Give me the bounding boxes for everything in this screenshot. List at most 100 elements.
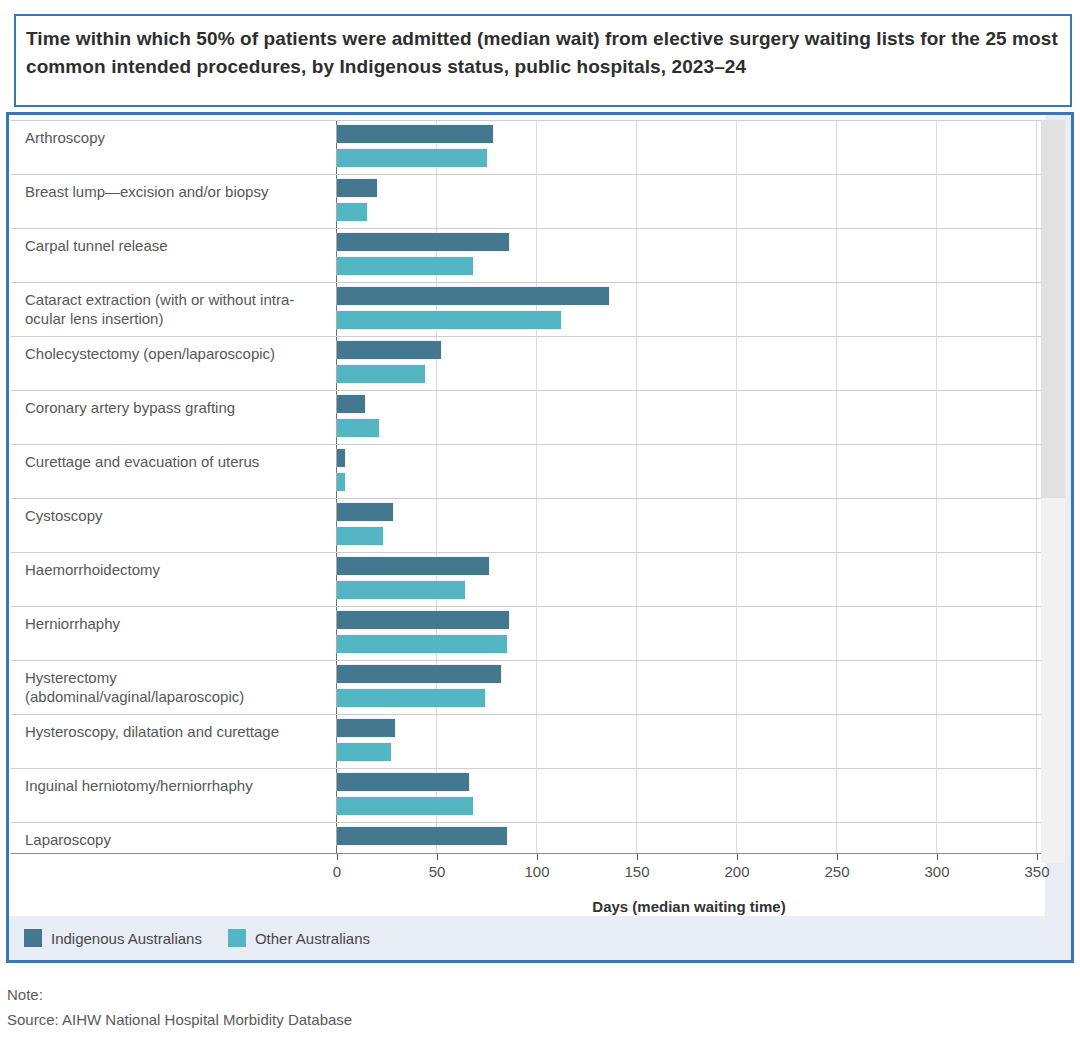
tick-mark (637, 854, 638, 860)
tick-label: 100 (524, 863, 549, 880)
row-bar-area (336, 121, 1041, 174)
legend-item-indigenous: Indigenous Australians (24, 929, 202, 947)
chart-title-box: Time within which 50% of patients were a… (14, 14, 1072, 107)
legend-label: Indigenous Australians (51, 930, 202, 947)
bar-chart-rows: ArthroscopyBreast lump—excision and/or b… (11, 120, 1041, 853)
procedure-row: Cholecystectomy (open/laparoscopic) (11, 336, 1041, 390)
procedure-row: Hysteroscopy, dilatation and curettage (11, 714, 1041, 768)
procedure-row: Cystoscopy (11, 498, 1041, 552)
procedure-label: Laparoscopy (11, 823, 336, 853)
source-text: Source: AIHW National Hospital Morbidity… (7, 1007, 352, 1032)
note-label: Note: (7, 982, 352, 1007)
bar-indigenous[interactable] (337, 557, 489, 575)
bar-indigenous[interactable] (337, 179, 377, 197)
legend-item-other: Other Australians (228, 929, 370, 947)
procedure-row: Coronary artery bypass grafting (11, 390, 1041, 444)
bar-indigenous[interactable] (337, 125, 493, 143)
procedure-row: Hysterectomy (abdominal/vaginal/laparosc… (11, 660, 1041, 714)
bar-indigenous[interactable] (337, 665, 501, 683)
bar-indigenous[interactable] (337, 827, 507, 845)
x-axis-title: Days (median waiting time) (337, 898, 1041, 915)
procedure-label: Carpal tunnel release (11, 229, 336, 282)
chart-footer: Note: Source: AIHW National Hospital Mor… (7, 982, 352, 1032)
bar-indigenous[interactable] (337, 233, 509, 251)
bar-other[interactable] (337, 473, 345, 491)
row-bar-area (336, 175, 1041, 228)
procedure-row: Laparoscopy (11, 822, 1041, 853)
bar-indigenous[interactable] (337, 395, 365, 413)
procedure-label: Cystoscopy (11, 499, 336, 552)
tick-label: 50 (429, 863, 446, 880)
procedure-label: Hysterectomy (abdominal/vaginal/laparosc… (11, 661, 336, 714)
procedure-label: Curettage and evacuation of uterus (11, 445, 336, 498)
scrollbar-thumb[interactable] (1040, 120, 1065, 498)
procedure-row: Herniorrhaphy (11, 606, 1041, 660)
bar-indigenous[interactable] (337, 449, 345, 467)
bar-indigenous[interactable] (337, 773, 469, 791)
row-bar-area (336, 553, 1041, 606)
tick-label: 150 (624, 863, 649, 880)
bar-other[interactable] (337, 365, 425, 383)
bar-indigenous[interactable] (337, 719, 395, 737)
legend-swatch-indigenous-icon (24, 929, 42, 947)
row-bar-area (336, 823, 1041, 853)
procedure-row: Inguinal herniotomy/herniorrhaphy (11, 768, 1041, 822)
vertical-scrollbar[interactable] (1040, 120, 1065, 863)
bar-other[interactable] (337, 689, 485, 707)
procedure-label: Hysteroscopy, dilatation and curettage (11, 715, 336, 768)
row-bar-area (336, 445, 1041, 498)
tick-mark (437, 854, 438, 860)
tick-mark (837, 854, 838, 860)
bar-indigenous[interactable] (337, 341, 441, 359)
tick-label: 0 (333, 863, 341, 880)
row-bar-area (336, 661, 1041, 714)
bar-other[interactable] (337, 257, 473, 275)
row-bar-area (336, 283, 1041, 336)
bar-other[interactable] (337, 203, 367, 221)
tick-label: 350 (1024, 863, 1049, 880)
tick-mark (937, 854, 938, 860)
row-bar-area (336, 391, 1041, 444)
bar-other[interactable] (337, 149, 487, 167)
bar-other[interactable] (337, 419, 379, 437)
procedure-label: Inguinal herniotomy/herniorrhaphy (11, 769, 336, 822)
page-title: Time within which 50% of patients were a… (26, 25, 1058, 81)
row-bar-area (336, 229, 1041, 282)
procedure-label: Breast lump—excision and/or biopsy (11, 175, 336, 228)
row-bar-area (336, 337, 1041, 390)
procedure-label: Haemorrhoidectomy (11, 553, 336, 606)
procedure-label: Arthroscopy (11, 121, 336, 174)
bar-other[interactable] (337, 527, 383, 545)
tick-mark (337, 854, 338, 860)
bar-other[interactable] (337, 743, 391, 761)
row-bar-area (336, 715, 1041, 768)
tick-label: 200 (724, 863, 749, 880)
chart-container: ArthroscopyBreast lump—excision and/or b… (6, 112, 1074, 963)
procedure-label: Cataract extraction (with or without int… (11, 283, 336, 336)
legend: Indigenous Australians Other Australians (9, 916, 1071, 960)
legend-swatch-other-icon (228, 929, 246, 947)
bar-indigenous[interactable] (337, 503, 393, 521)
bar-indigenous[interactable] (337, 287, 609, 305)
bar-other[interactable] (337, 635, 507, 653)
procedure-label: Coronary artery bypass grafting (11, 391, 336, 444)
row-bar-area (336, 769, 1041, 822)
bar-other[interactable] (337, 797, 473, 815)
bar-other[interactable] (337, 581, 465, 599)
procedure-row: Breast lump—excision and/or biopsy (11, 174, 1041, 228)
procedure-row: Haemorrhoidectomy (11, 552, 1041, 606)
row-bar-area (336, 607, 1041, 660)
procedure-row: Arthroscopy (11, 120, 1041, 174)
procedure-row: Curettage and evacuation of uterus (11, 444, 1041, 498)
bar-indigenous[interactable] (337, 611, 509, 629)
tick-label: 300 (924, 863, 949, 880)
legend-label: Other Australians (255, 930, 370, 947)
procedure-row: Carpal tunnel release (11, 228, 1041, 282)
tick-mark (1037, 854, 1038, 860)
procedure-label: Cholecystectomy (open/laparoscopic) (11, 337, 336, 390)
tick-mark (737, 854, 738, 860)
row-bar-area (336, 499, 1041, 552)
procedure-label: Herniorrhaphy (11, 607, 336, 660)
bar-other[interactable] (337, 311, 561, 329)
tick-mark (537, 854, 538, 860)
